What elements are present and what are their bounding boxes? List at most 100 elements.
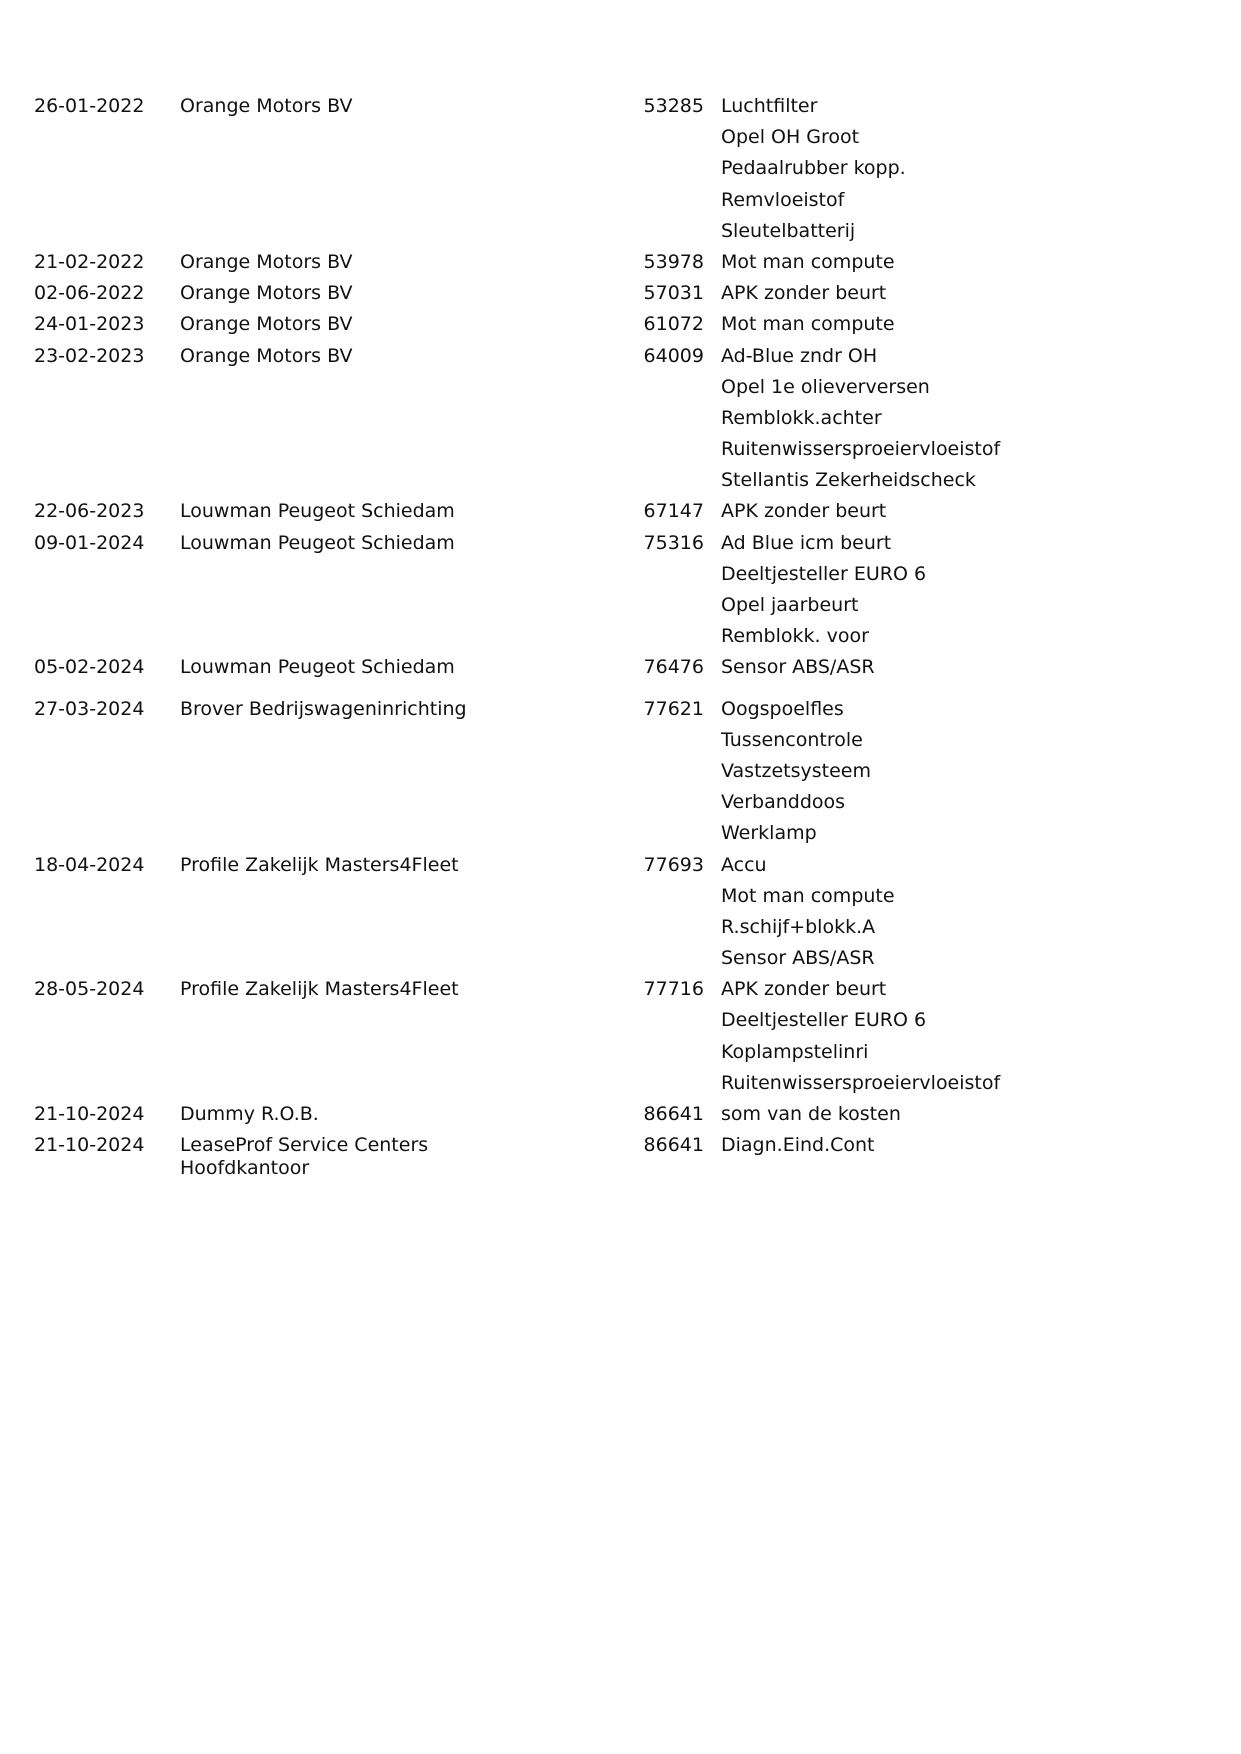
entry-date: 21-10-2024 bbox=[34, 1103, 145, 1125]
entry-company: Profile Zakelijk Masters4Fleet bbox=[180, 853, 459, 876]
entry-item: APK zonder beurt bbox=[721, 282, 887, 305]
entry-item: som van de kosten bbox=[721, 1103, 901, 1125]
service-entry: 23-02-2023 Orange Motors BV 64009 Ad-Blue z… bbox=[0, 341, 1241, 497]
entry-date: 18-04-2024 bbox=[34, 853, 145, 876]
service-entry: 28-05-2024 Profile Zakelijk Masters4Fleet… bbox=[0, 974, 1241, 1099]
entry-company: Louwman Peugeot Schiedam bbox=[180, 531, 455, 554]
entry-item: Ad-Blue zndr OH bbox=[721, 344, 878, 367]
entry-date: 23-02-2023 bbox=[34, 344, 145, 367]
entry-item: Sensor ABS/ASR bbox=[721, 947, 875, 970]
entry-item: Remblokk. voor bbox=[721, 625, 869, 648]
entry-item: Ruitenwissersproeiervloeistof bbox=[721, 1071, 1001, 1094]
service-entry: 09-01-2024 Louwman Peugeot Schiedam 75316 A… bbox=[0, 528, 1241, 653]
entry-items: APK zonder beurt bbox=[721, 496, 1241, 527]
entry-item: APK zonder beurt bbox=[721, 978, 887, 1001]
entry-company: Orange Motors BV bbox=[180, 344, 353, 367]
entry-items: APK zonder beurt bbox=[721, 278, 1241, 309]
entry-mileage: 86641 bbox=[643, 1134, 704, 1157]
entry-item: Remblokk.achter bbox=[721, 406, 882, 429]
entry-items: Diagn.Eind.Cont bbox=[721, 1130, 1241, 1161]
entry-items: Luchtfilter Opel OH Groot Pedaalrubber kop… bbox=[721, 91, 1241, 247]
entry-items: Oogspoelfles Tussencontrole Vastzetsysteem… bbox=[721, 694, 1241, 850]
entry-mileage: 53285 bbox=[643, 95, 704, 117]
entry-item: Werklamp bbox=[721, 822, 817, 845]
service-history-list: 26-01-2022 Orange Motors BV 53285 Luchtfilt… bbox=[0, 91, 1241, 1179]
entry-items: Ad-Blue zndr OH Opel 1e olieverversen Remb… bbox=[721, 341, 1241, 497]
entry-items: APK zonder beurt Deeltjesteller EURO 6 Kop… bbox=[721, 974, 1241, 1099]
entry-item: Oogspoelfles bbox=[721, 697, 844, 720]
entry-item: Mot man compute bbox=[721, 313, 895, 336]
service-entry: 22-06-2023 Louwman Peugeot Schiedam 67147 A… bbox=[0, 496, 1241, 527]
entry-date: 09-01-2024 bbox=[34, 531, 145, 554]
entry-company: Brover Bedrijswageninrichting bbox=[180, 697, 467, 720]
entry-date: 26-01-2022 bbox=[34, 95, 145, 117]
entry-item: Diagn.Eind.Cont bbox=[721, 1134, 875, 1157]
service-entry: 27-03-2024 Brover Bedrijswageninrichting 7… bbox=[0, 694, 1241, 850]
entry-item: Deeltjesteller EURO 6 bbox=[721, 1009, 927, 1032]
entry-mileage: 57031 bbox=[643, 282, 704, 305]
entry-item: Sleutelbatterij bbox=[721, 219, 856, 242]
service-entry: 21-02-2022 Orange Motors BV 53978 Mot man c… bbox=[0, 247, 1241, 278]
service-entry: 24-01-2023 Orange Motors BV 61072 Mot man c… bbox=[0, 309, 1241, 340]
entry-mileage: 61072 bbox=[643, 313, 704, 336]
entry-item: Luchtfilter bbox=[721, 95, 818, 117]
entry-item: Tussencontrole bbox=[721, 728, 863, 751]
entry-items: som van de kosten bbox=[721, 1099, 1241, 1130]
entry-mileage: 53978 bbox=[643, 250, 704, 273]
entry-mileage: 64009 bbox=[643, 344, 704, 367]
entry-mileage: 67147 bbox=[643, 500, 704, 523]
entry-item: Ruitenwissersproeiervloeistof bbox=[721, 438, 1001, 461]
entry-company: Louwman Peugeot Schiedam bbox=[180, 656, 455, 679]
entry-items: Accu Mot man compute R.schijf+blokk.A Senso… bbox=[721, 850, 1241, 975]
entry-items: Mot man compute bbox=[721, 247, 1241, 278]
entry-mileage: 86641 bbox=[643, 1103, 704, 1125]
entry-item: Verbanddoos bbox=[721, 791, 846, 814]
entry-item: Opel OH Groot bbox=[721, 126, 860, 149]
entry-date: 22-06-2023 bbox=[34, 500, 145, 523]
entry-items: Sensor ABS/ASR bbox=[721, 652, 1241, 683]
entry-item: Stellantis Zekerheidscheck bbox=[721, 469, 976, 492]
entry-company: Orange Motors BV bbox=[180, 313, 353, 336]
entry-items: Ad Blue icm beurt Deeltjesteller EURO 6 Op… bbox=[721, 528, 1241, 653]
entry-date: 02-06-2022 bbox=[34, 282, 145, 305]
entry-mileage: 77621 bbox=[643, 697, 704, 720]
entry-date: 21-10-2024 bbox=[34, 1134, 145, 1157]
service-entry: 05-02-2024 Louwman Peugeot Schiedam 76476 S… bbox=[0, 652, 1241, 683]
entry-item: Koplampstelinri bbox=[721, 1040, 869, 1063]
entry-item: Deeltjesteller EURO 6 bbox=[721, 562, 927, 585]
entry-item: Remvloeistof bbox=[721, 188, 845, 211]
entry-item: Accu bbox=[721, 853, 767, 876]
entry-company: Orange Motors BV bbox=[180, 250, 353, 273]
entry-date: 05-02-2024 bbox=[34, 656, 145, 679]
entry-item: Opel 1e olieverversen bbox=[721, 375, 930, 398]
entry-item: APK zonder beurt bbox=[721, 500, 887, 523]
entry-date: 28-05-2024 bbox=[34, 978, 145, 1001]
service-entry: 26-01-2022 Orange Motors BV 53285 Luchtfilt… bbox=[0, 91, 1241, 247]
entry-date: 21-02-2022 bbox=[34, 250, 145, 273]
entry-item: R.schijf+blokk.A bbox=[721, 915, 876, 938]
service-entry: 02-06-2022 Orange Motors BV 57031 APK zonde… bbox=[0, 278, 1241, 309]
entry-company: Dummy R.O.B. bbox=[180, 1103, 319, 1125]
entry-mileage: 75316 bbox=[643, 531, 704, 554]
entry-mileage: 77693 bbox=[643, 853, 704, 876]
entry-mileage: 76476 bbox=[643, 656, 704, 679]
entry-item: Vastzetsysteem bbox=[721, 759, 872, 782]
entry-date: 27-03-2024 bbox=[34, 697, 145, 720]
entry-item: Mot man compute bbox=[721, 884, 895, 907]
entry-company: Orange Motors BV bbox=[180, 282, 353, 305]
entry-mileage: 77716 bbox=[643, 978, 704, 1001]
entry-company: LeaseProf Service Centers Hoofdkantoor bbox=[180, 1134, 429, 1180]
entry-company: Louwman Peugeot Schiedam bbox=[180, 500, 455, 523]
entry-date: 24-01-2023 bbox=[34, 313, 145, 336]
entry-item: Sensor ABS/ASR bbox=[721, 656, 875, 679]
entry-item: Ad Blue icm beurt bbox=[721, 531, 892, 554]
service-entry: 21-10-2024 LeaseProf Service Centers Hoof… bbox=[0, 1130, 1241, 1179]
entry-item: Opel jaarbeurt bbox=[721, 594, 859, 616]
entry-company: Profile Zakelijk Masters4Fleet bbox=[180, 978, 459, 1001]
service-entry: 21-10-2024 Dummy R.O.B. 86641 som van de ko… bbox=[0, 1099, 1241, 1130]
service-entry: 18-04-2024 Profile Zakelijk Masters4Fleet… bbox=[0, 850, 1241, 975]
entry-item: Pedaalrubber kopp. bbox=[721, 157, 906, 180]
entry-company: Orange Motors BV bbox=[180, 95, 353, 117]
entry-items: Mot man compute bbox=[721, 309, 1241, 340]
entry-item: Mot man compute bbox=[721, 250, 895, 273]
